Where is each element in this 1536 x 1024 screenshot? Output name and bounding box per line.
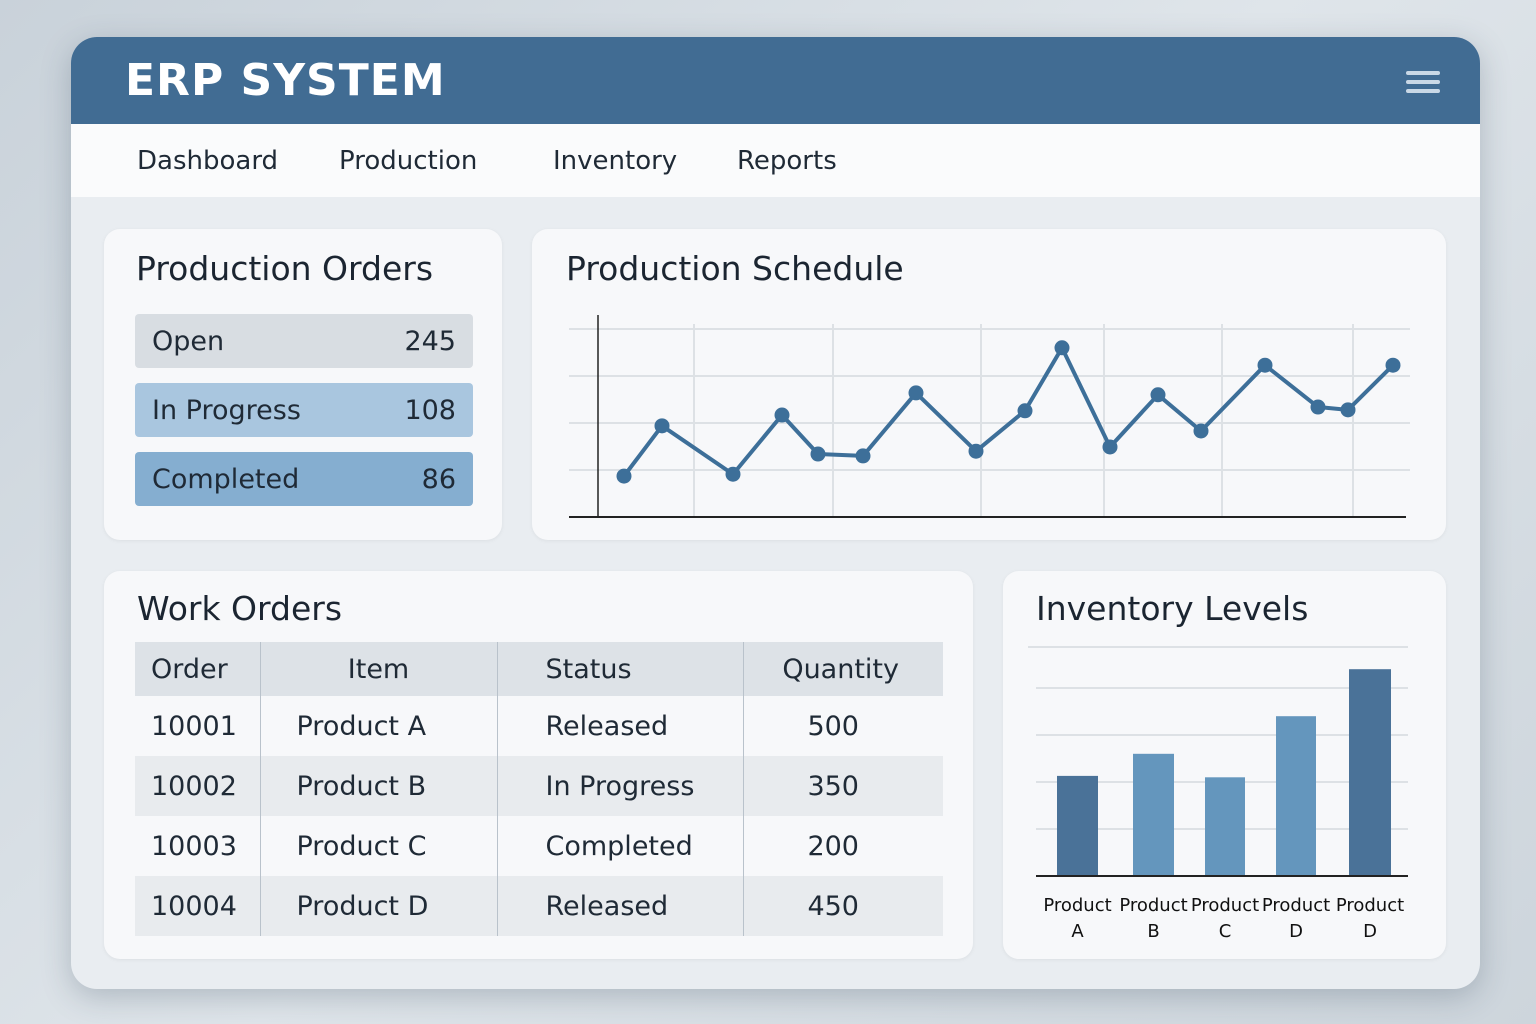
bar-label: Product D (1262, 895, 1330, 942)
production-schedule-chart (569, 315, 1410, 518)
production-orders-card: Production Orders Open 245 In Progress 108… (104, 229, 502, 540)
data-point (654, 418, 670, 434)
bar-label: Product D (1336, 895, 1404, 942)
data-point (616, 468, 632, 484)
series-line (622, 345, 1395, 478)
status-cell: In Progress (497, 756, 744, 816)
order-cell: 10004 (135, 876, 261, 936)
nav-dashboard[interactable]: Dashboard (137, 145, 279, 176)
data-point (968, 443, 984, 459)
inventory-levels-card: Inventory Levels Product A Product B Product… (1003, 571, 1446, 959)
status-cell: Released (497, 876, 744, 936)
stat-label: Open (152, 325, 225, 357)
quantity-cell: 500 (807, 710, 859, 742)
data-point (810, 446, 826, 462)
data-point (1340, 402, 1356, 418)
erp-window: ERP SYSTEM Dashboard Production Inventor… (71, 37, 1480, 989)
data-point (1150, 387, 1166, 403)
stat-open[interactable]: Open 245 (135, 314, 473, 368)
order-cell: 10001 (135, 696, 261, 756)
nav-production[interactable]: Production (339, 145, 478, 176)
production-orders-title: Production Orders (136, 249, 434, 288)
data-point (1257, 357, 1273, 373)
table-row[interactable]: 10001 Product A Released 500 (135, 696, 943, 756)
data-point (774, 407, 790, 423)
item-cell: Product B (260, 756, 498, 816)
data-point (725, 466, 741, 482)
quantity-cell: 200 (807, 830, 859, 862)
stat-in-progress[interactable]: In Progress 108 (135, 383, 473, 437)
production-schedule-card: Production Schedule (532, 229, 1446, 540)
table-row[interactable]: 10003 Product C Completed 200 (135, 816, 943, 876)
work-orders-title: Work Orders (137, 589, 343, 628)
stat-value: 245 (404, 325, 456, 357)
stat-value: 86 (421, 463, 456, 495)
order-cell: 10003 (135, 816, 261, 876)
table-row[interactable]: 10004 Product D Released 450 (135, 876, 943, 936)
stat-completed[interactable]: Completed 86 (135, 452, 473, 506)
col-item[interactable]: Item (260, 642, 498, 696)
data-point (1385, 357, 1401, 373)
main-nav: Dashboard Production Inventory Reports (71, 124, 1480, 197)
order-cell: 10002 (135, 756, 261, 816)
data-point (1017, 403, 1033, 419)
bar (1205, 777, 1245, 876)
table-header: Order Item Status Quantity (135, 642, 943, 696)
production-schedule-title: Production Schedule (566, 249, 904, 288)
bar (1133, 753, 1174, 876)
work-orders-card: Work Orders Order Item Status Quantity 1… (104, 571, 973, 959)
quantity-cell: 450 (743, 876, 943, 936)
item-cell: Product D (260, 876, 498, 936)
table-row[interactable]: 10002 Product B In Progress 350 (135, 756, 943, 816)
app-title: ERP SYSTEM (125, 55, 446, 106)
stat-value: 108 (404, 394, 456, 426)
col-order[interactable]: Order (135, 642, 261, 696)
hamburger-menu-icon[interactable] (1406, 71, 1440, 93)
item-cell: Product C (260, 816, 498, 876)
col-status[interactable]: Status (497, 642, 744, 696)
bar-label: Product B (1119, 895, 1187, 942)
stat-label: Completed (152, 463, 300, 495)
status-cell: Released (497, 696, 744, 756)
bar (1276, 716, 1316, 876)
stat-label: In Progress (152, 394, 301, 426)
data-point (1102, 439, 1118, 455)
bar (1057, 775, 1098, 876)
data-point (1054, 340, 1070, 356)
title-bar: ERP SYSTEM (71, 37, 1480, 124)
item-cell: Product A (260, 696, 498, 756)
quantity-cell: 350 (743, 756, 943, 816)
bar-label: Product A (1043, 895, 1111, 942)
status-cell: Completed (497, 816, 744, 876)
nav-reports[interactable]: Reports (737, 145, 837, 176)
data-point (908, 385, 924, 401)
inventory-levels-title: Inventory Levels (1036, 589, 1309, 628)
bar-label: Product C (1191, 895, 1259, 942)
data-point (1193, 423, 1209, 439)
bar (1349, 669, 1391, 876)
col-quantity[interactable]: Quantity (743, 642, 943, 696)
data-point (1310, 399, 1326, 415)
work-orders-table: Order Item Status Quantity 10001 Product … (135, 642, 943, 936)
nav-inventory[interactable]: Inventory (553, 145, 678, 176)
data-point (855, 448, 871, 464)
